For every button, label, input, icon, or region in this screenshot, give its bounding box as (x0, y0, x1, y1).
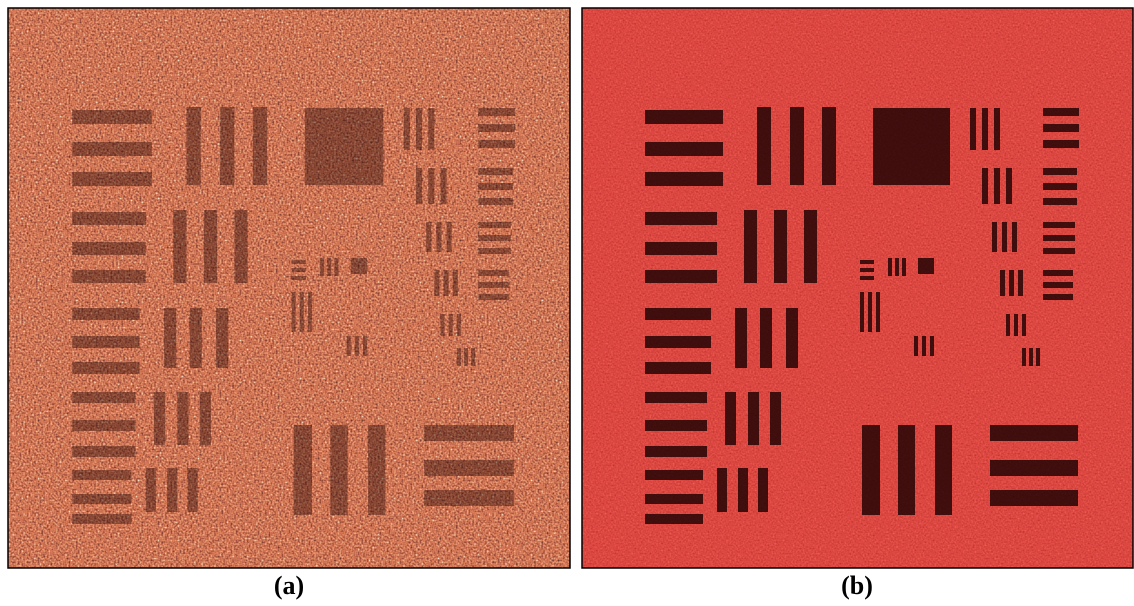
panel-label: (b) (841, 571, 873, 600)
figure: (a) (b) (0, 0, 1134, 606)
panel-a: (a) (8, 8, 570, 600)
panel-label: (a) (274, 571, 304, 600)
panel-b: (b) (582, 8, 1133, 600)
